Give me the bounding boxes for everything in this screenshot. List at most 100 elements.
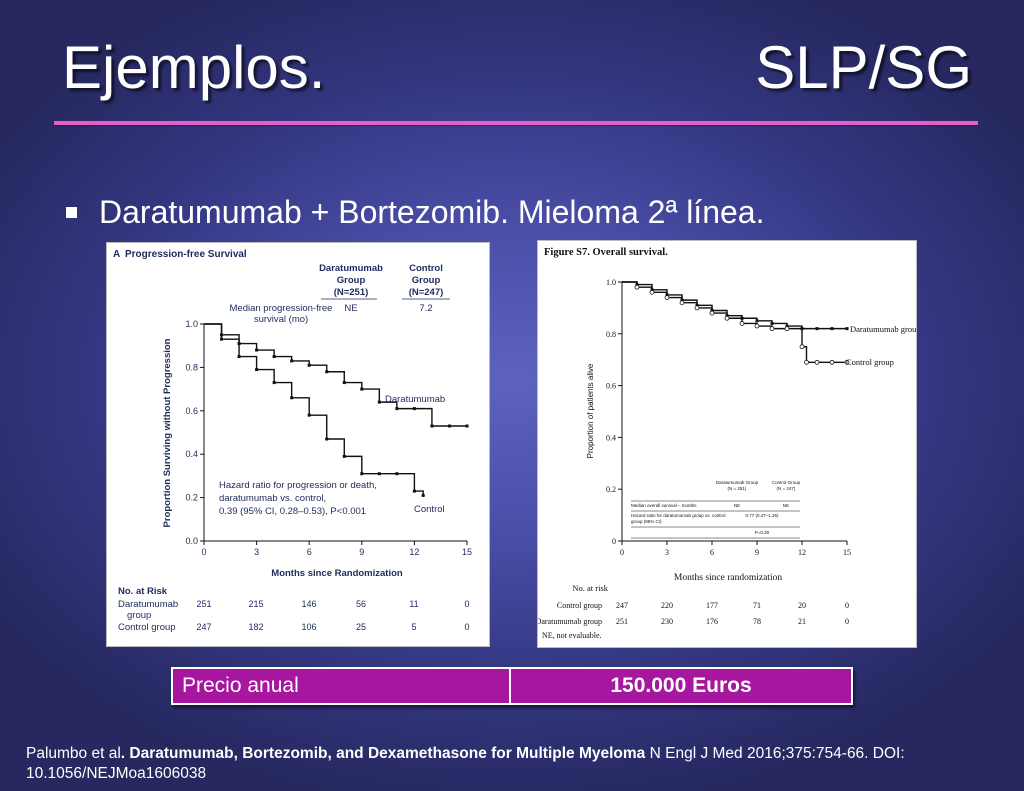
median-label-1: Median progression-free bbox=[230, 303, 333, 314]
header-control-2: Group bbox=[412, 275, 441, 286]
inset-header-dara-1: Daratumumab Group bbox=[716, 480, 759, 485]
km-curve-1 bbox=[622, 281, 847, 363]
citation-rest: N Engl J Med 2016;375:754-66. DOI: 10.10… bbox=[26, 745, 905, 782]
os-risk-table: 247 220 177 71 20 0 251 230 176 78 21 0 bbox=[616, 601, 849, 626]
os-series bbox=[622, 281, 850, 365]
censor-mark bbox=[709, 310, 715, 316]
censor-mark bbox=[815, 327, 819, 331]
median-control: 7.2 bbox=[419, 303, 432, 314]
risk-value: 71 bbox=[753, 601, 761, 610]
pfs-x-axis-label: Months since Randomization bbox=[271, 568, 403, 579]
censor-mark bbox=[421, 493, 425, 497]
censor-mark bbox=[694, 305, 700, 311]
os-risk-label-dara: Daratumumab group bbox=[538, 617, 602, 626]
risk-value: 247 bbox=[616, 601, 628, 610]
censor-mark bbox=[377, 400, 381, 404]
os-label-dara: Daratumumab group bbox=[850, 324, 916, 334]
censor-mark bbox=[754, 323, 760, 329]
censor-mark bbox=[307, 413, 311, 417]
series-label-dara: Daratumumab bbox=[385, 394, 445, 405]
inset-row1-label: Median overall survival – months bbox=[631, 503, 697, 508]
censor-mark bbox=[255, 348, 259, 352]
censor-mark bbox=[770, 321, 774, 325]
slide-title: Ejemplos. bbox=[62, 34, 326, 101]
risk-value: 220 bbox=[661, 601, 673, 610]
y-tick-label: 0.4 bbox=[185, 449, 198, 459]
slide-subtitle: SLP/SG bbox=[755, 34, 972, 101]
risk-value: 20 bbox=[798, 601, 806, 610]
header-dara-3: (N=251) bbox=[334, 287, 369, 298]
censor-mark bbox=[804, 359, 809, 365]
censor-mark bbox=[342, 381, 346, 385]
x-tick-label: 9 bbox=[359, 547, 364, 557]
censor-mark bbox=[377, 472, 381, 476]
censor-mark bbox=[664, 295, 670, 300]
x-tick-label: 0 bbox=[201, 547, 206, 557]
figure-pfs: A Progression-free Survival Daratumumab … bbox=[106, 242, 490, 647]
censor-mark bbox=[769, 326, 775, 332]
inset-row2-label-1: Hazard ratio for daratumumab group vs. c… bbox=[631, 513, 726, 518]
os-chart: Figure S7. Overall survival. Proportion … bbox=[538, 247, 916, 640]
inset-header-dara-2: (N = 251) bbox=[728, 486, 747, 491]
pfs-risk-table: 251 215 146 56 11 0 247 182 106 25 5 0 bbox=[196, 599, 469, 632]
x-tick-label: 15 bbox=[462, 547, 472, 557]
risk-label-dara: Daratumumab bbox=[118, 599, 178, 610]
x-tick-label: 12 bbox=[409, 547, 419, 557]
censor-mark bbox=[755, 319, 759, 323]
censor-mark bbox=[679, 300, 685, 306]
risk-value: 177 bbox=[706, 601, 718, 610]
inset-header-control-2: (N = 247) bbox=[777, 486, 796, 491]
risk-value: 25 bbox=[356, 622, 366, 632]
risk-value: 230 bbox=[661, 617, 673, 626]
censor-mark bbox=[465, 424, 469, 428]
y-tick-label: 0 bbox=[612, 537, 616, 546]
censor-mark bbox=[307, 363, 311, 367]
y-tick-label: 0.0 bbox=[185, 536, 198, 546]
censor-mark bbox=[290, 396, 294, 400]
km-curve-0 bbox=[204, 323, 467, 427]
censor-mark bbox=[844, 359, 850, 365]
header-control-1: Control bbox=[409, 263, 443, 274]
risk-value: 0 bbox=[845, 601, 849, 610]
y-tick-label: 0.8 bbox=[606, 330, 616, 339]
inset-row1-control: NE bbox=[783, 503, 789, 508]
censor-mark bbox=[220, 337, 224, 341]
risk-value: 106 bbox=[301, 622, 316, 632]
censor-mark bbox=[447, 424, 451, 428]
os-risk-label-control: Control group bbox=[557, 601, 602, 610]
km-curve-1 bbox=[204, 323, 424, 496]
risk-value: 5 bbox=[411, 622, 416, 632]
hazard-line-2: daratumumab vs. control, bbox=[219, 493, 326, 504]
risk-value: 247 bbox=[196, 622, 211, 632]
series-label-control: Control bbox=[414, 504, 445, 515]
citation-period: . bbox=[120, 745, 126, 762]
risk-label-control: Control group bbox=[118, 622, 176, 633]
pfs-chart: A Progression-free Survival Daratumumab … bbox=[113, 249, 472, 633]
y-tick-label: 0.2 bbox=[185, 493, 198, 503]
censor-mark bbox=[290, 359, 294, 363]
risk-sublabel-dara: group bbox=[127, 610, 151, 621]
risk-value: 11 bbox=[409, 599, 418, 609]
title-divider bbox=[54, 121, 978, 125]
x-tick-label: 3 bbox=[665, 548, 669, 557]
censor-mark bbox=[342, 454, 346, 458]
censor-mark bbox=[814, 359, 820, 365]
inset-row2-value: 0.77 (0.47–1.26) bbox=[745, 513, 779, 518]
censor-mark bbox=[395, 472, 399, 476]
y-tick-label: 1.0 bbox=[185, 319, 198, 329]
x-tick-label: 15 bbox=[843, 548, 851, 557]
y-tick-label: 0.8 bbox=[185, 362, 198, 372]
x-tick-label: 0 bbox=[620, 548, 624, 557]
inset-row2-label-2: group (95% CI) bbox=[631, 519, 662, 524]
price-value: 150.000 Euros bbox=[511, 669, 851, 703]
censor-mark bbox=[255, 368, 259, 372]
censor-mark bbox=[412, 489, 416, 493]
risk-value: 215 bbox=[248, 599, 263, 609]
km-curve-0 bbox=[622, 281, 847, 330]
x-tick-label: 6 bbox=[307, 547, 312, 557]
pfs-y-axis-label: Proportion Surviving without Progression bbox=[162, 338, 173, 527]
inset-header-control-1: Control Group bbox=[772, 480, 801, 485]
os-title: Figure S7. Overall survival. bbox=[544, 247, 668, 258]
bullet-item: Daratumumab + Bortezomib. Mieloma 2ª lín… bbox=[66, 194, 764, 231]
censor-mark bbox=[430, 424, 434, 428]
